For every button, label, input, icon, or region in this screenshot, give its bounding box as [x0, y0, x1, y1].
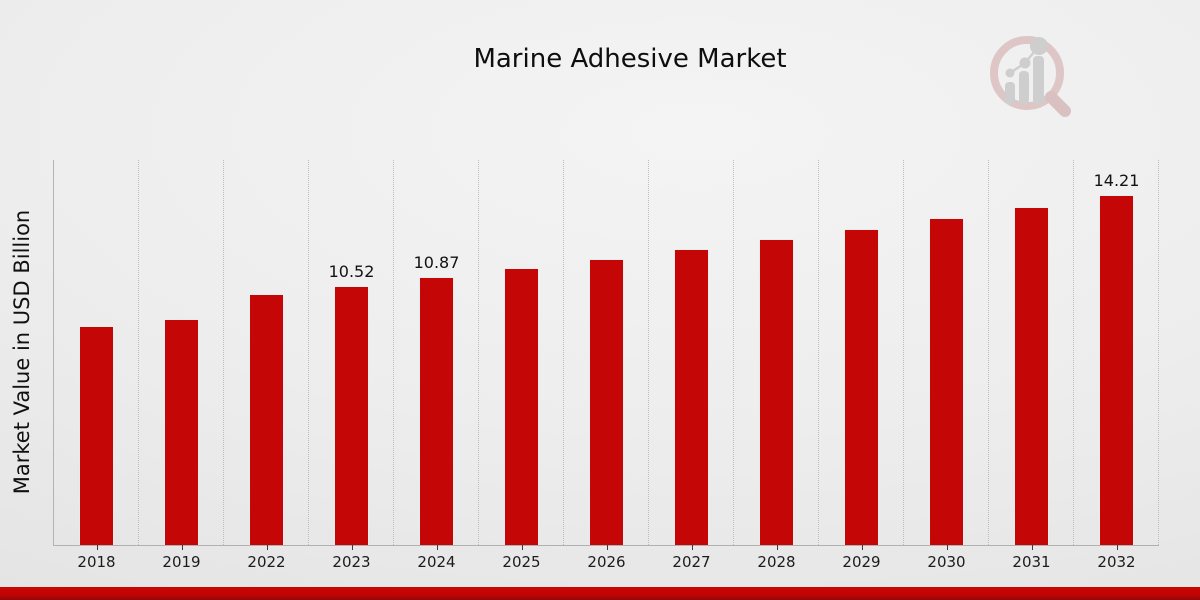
- bar-2030: [929, 218, 964, 545]
- bar-2027: [674, 249, 709, 545]
- bar-2025: [504, 268, 539, 545]
- x-tick-mark: [521, 545, 523, 550]
- bar-2026: [589, 259, 624, 545]
- magnifier-ring: [990, 36, 1064, 110]
- x-tick-label-2027: 2027: [672, 553, 711, 571]
- bar-2028: [759, 239, 794, 545]
- x-tick-label-2019: 2019: [162, 553, 201, 571]
- x-tick-label-2030: 2030: [927, 553, 966, 571]
- gridline: [308, 160, 309, 545]
- bar-2018: [79, 326, 114, 545]
- x-tick-label-2022: 2022: [247, 553, 286, 571]
- x-tick-mark: [861, 545, 863, 550]
- x-tick-label-2032: 2032: [1097, 553, 1136, 571]
- x-tick-mark: [691, 545, 693, 550]
- gridline: [1073, 160, 1074, 545]
- logo-bar-small: [1005, 82, 1015, 104]
- footer-accent-bar: [0, 587, 1200, 600]
- bar-2029: [844, 229, 879, 545]
- x-tick-mark: [1031, 545, 1033, 550]
- magnifier-bar-chart-logo-icon: [990, 36, 1071, 117]
- x-tick-label-2031: 2031: [1012, 553, 1051, 571]
- gridline: [393, 160, 394, 545]
- x-tick-mark: [606, 545, 608, 550]
- bar-2031: [1014, 207, 1049, 545]
- logo-bar-large: [1033, 56, 1044, 104]
- logo-dot-large: [1030, 37, 1048, 55]
- x-tick-mark: [946, 545, 948, 550]
- logo-dot-medium: [1019, 57, 1031, 69]
- bar-2023: [334, 286, 369, 545]
- x-tick-label-2018: 2018: [77, 553, 116, 571]
- bar-2022: [249, 294, 284, 545]
- bar-2019: [164, 319, 199, 545]
- x-tick-label-2025: 2025: [502, 553, 541, 571]
- gridline: [648, 160, 649, 545]
- bar-2024: [419, 277, 454, 545]
- magnifier-handle: [1045, 91, 1071, 117]
- bar-value-label-2024: 10.87: [413, 253, 460, 272]
- x-tick-mark: [96, 545, 98, 550]
- gridline: [1158, 160, 1159, 545]
- x-tick-label-2023: 2023: [332, 553, 371, 571]
- bar-2032: [1099, 195, 1134, 545]
- logo-bar-medium: [1019, 71, 1029, 104]
- x-tick-mark: [181, 545, 183, 550]
- chart-title: Marine Adhesive Market: [473, 44, 787, 74]
- x-tick-label-2024: 2024: [417, 553, 456, 571]
- x-tick-label-2029: 2029: [842, 553, 881, 571]
- gridline: [733, 160, 734, 545]
- gridline: [818, 160, 819, 545]
- x-tick-label-2026: 2026: [587, 553, 626, 571]
- bar-value-label-2023: 10.52: [328, 262, 375, 281]
- x-tick-label-2028: 2028: [757, 553, 796, 571]
- logo-dot-small: [1005, 68, 1015, 78]
- plot-area: 2018 2019 2022 10.52 2023 10.87 2024 2025 2026 20…: [53, 160, 1159, 571]
- x-tick-mark: [1116, 545, 1118, 550]
- gridline: [138, 160, 139, 545]
- x-tick-mark: [351, 545, 353, 550]
- gridline: [903, 160, 904, 545]
- x-tick-mark: [776, 545, 778, 550]
- gridline: [563, 160, 564, 545]
- x-tick-mark: [436, 545, 438, 550]
- y-axis-label: Market Value in USD Billion: [10, 209, 34, 495]
- gridline: [988, 160, 989, 545]
- bar-value-label-2032: 14.21: [1093, 171, 1140, 190]
- x-tick-mark: [266, 545, 268, 550]
- gridline: [223, 160, 224, 545]
- gridline: [478, 160, 479, 545]
